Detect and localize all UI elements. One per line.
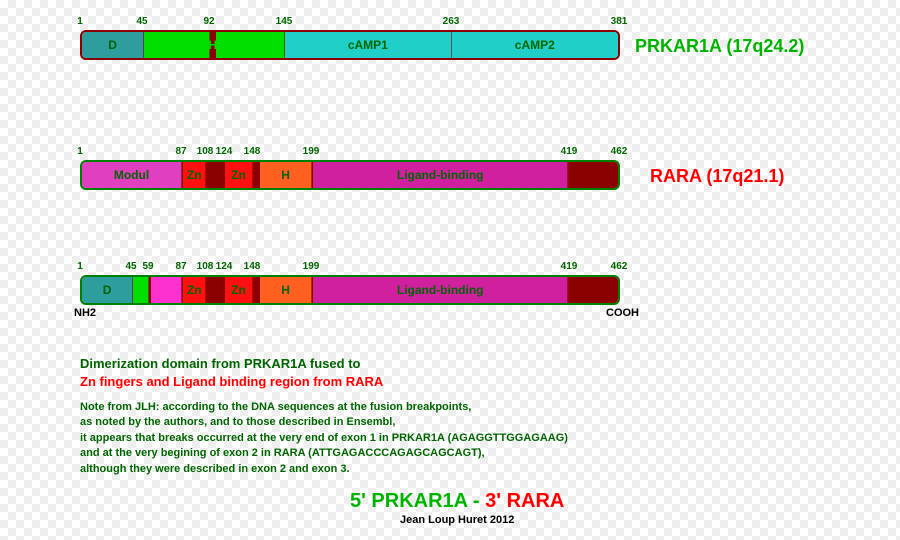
tick: 199 bbox=[303, 261, 320, 272]
domain-segment bbox=[568, 277, 618, 303]
caption: Dimerization domain from PRKAR1A fused t… bbox=[80, 355, 383, 390]
tick: 1 bbox=[77, 261, 83, 272]
domain-segment bbox=[206, 277, 225, 303]
domain-bar: D Zn Zn HLigand-binding bbox=[80, 275, 620, 305]
domain-bar: ModulZnZnHLigand-binding bbox=[80, 160, 620, 190]
tick: 124 bbox=[216, 146, 233, 157]
domain-segment bbox=[144, 32, 210, 58]
domain-segment: H bbox=[260, 277, 312, 303]
domain-segment bbox=[216, 32, 285, 58]
domain-segment: D bbox=[82, 32, 144, 58]
tick: 199 bbox=[303, 146, 320, 157]
domain-segment: Zn bbox=[225, 277, 253, 303]
domain-segment: cAMP2 bbox=[452, 32, 618, 58]
domain-segment bbox=[568, 162, 618, 188]
domain-segment: Zn bbox=[225, 162, 253, 188]
tick: 87 bbox=[175, 146, 186, 157]
tick: 419 bbox=[561, 146, 578, 157]
protein-label-prkar1a: PRKAR1A (17q24.2) bbox=[635, 36, 804, 57]
domain-segment bbox=[206, 162, 225, 188]
domain-segment: Ligand-binding bbox=[313, 162, 568, 188]
domain-segment bbox=[133, 277, 149, 303]
tick: 145 bbox=[276, 16, 293, 27]
tick: 45 bbox=[125, 261, 136, 272]
tick: 263 bbox=[443, 16, 460, 27]
tick: 124 bbox=[216, 261, 233, 272]
domain-segment: Modul bbox=[82, 162, 182, 188]
footer-title: 5' PRKAR1A - 3' RARA bbox=[350, 490, 564, 513]
domain-segment: Zn bbox=[183, 277, 206, 303]
domain-segment: H bbox=[260, 162, 312, 188]
note: Note from JLH: according to the DNA sequ… bbox=[80, 400, 568, 477]
tick: 462 bbox=[611, 261, 628, 272]
tick: 87 bbox=[175, 261, 186, 272]
tick: 92 bbox=[203, 16, 214, 27]
tick: 108 bbox=[197, 261, 214, 272]
tick: 419 bbox=[561, 261, 578, 272]
domain-segment: D bbox=[82, 277, 133, 303]
tick: 45 bbox=[136, 16, 147, 27]
author: Jean Loup Huret 2012 bbox=[400, 514, 514, 526]
protein-label-rara: RARA (17q21.1) bbox=[650, 166, 784, 187]
tick: 1 bbox=[77, 16, 83, 27]
domain-segment: cAMP1 bbox=[285, 32, 451, 58]
tick: 462 bbox=[611, 146, 628, 157]
tick: 148 bbox=[244, 261, 261, 272]
domain-segment: Ligand-binding bbox=[313, 277, 568, 303]
tick: 1 bbox=[77, 146, 83, 157]
tick: 59 bbox=[142, 261, 153, 272]
domain-segment bbox=[151, 277, 182, 303]
domain-segment bbox=[253, 162, 260, 188]
tick: 108 bbox=[197, 146, 214, 157]
domain-segment bbox=[253, 277, 260, 303]
tick: 381 bbox=[611, 16, 628, 27]
tick: 148 bbox=[244, 146, 261, 157]
domain-bar: DHcAMP1cAMP2 bbox=[80, 30, 620, 60]
domain-segment: Zn bbox=[183, 162, 206, 188]
